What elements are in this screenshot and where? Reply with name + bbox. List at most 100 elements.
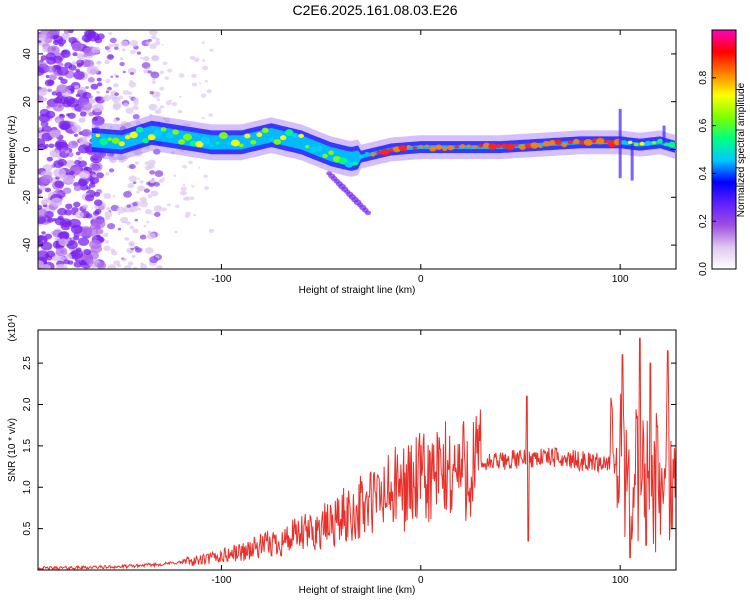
snr-y-tick-label: 1.0: [22, 480, 33, 494]
colorbar-tick-label: 0.6: [698, 118, 709, 132]
spectrogram-blob: [142, 138, 149, 144]
spectrogram-blob: [181, 191, 187, 196]
spectrogram-blob: [41, 231, 46, 235]
snr-x-ticks: -100 0 100: [211, 330, 629, 586]
spectrogram-blob: [106, 54, 115, 60]
spectrogram-blob: [132, 100, 139, 106]
spectrogram-blob: [134, 161, 140, 165]
spectrogram-blob: [106, 207, 111, 211]
spectrogram-blob: [129, 131, 138, 139]
spectrogram-blob: [133, 266, 138, 269]
spectrogram-blob: [160, 127, 167, 132]
spectrogram-blob: [114, 46, 119, 50]
spectrogram-blob: [202, 59, 206, 62]
spectrogram-blob: [149, 30, 158, 36]
spectrogram-blob: [189, 55, 195, 60]
spectrogram-blob: [129, 209, 135, 213]
spectrogram-marks: [38, 30, 676, 269]
spectrogram-blob: [180, 186, 187, 192]
spectrogram-x-tick-label: -100: [211, 274, 231, 285]
spectrogram-blob: [167, 68, 173, 73]
spectrogram-blob: [250, 139, 257, 145]
spectrogram-blob: [147, 38, 152, 42]
spectrogram-blob: [152, 80, 156, 84]
snr-series-line: [38, 337, 676, 570]
chart-title: C2E6.2025.161.08.03.E26: [292, 2, 458, 18]
spectrogram-blob: [454, 145, 459, 149]
spectrogram-blob: [55, 91, 63, 97]
snr-y-multiplier: (x10⁴): [7, 314, 18, 341]
spectrogram-blob: [87, 31, 94, 37]
spectrogram-blob: [133, 97, 139, 102]
spectrogram-blob: [178, 95, 182, 98]
spectrogram-blob: [149, 91, 154, 95]
spectrogram-blob: [125, 122, 132, 127]
spectrogram-blob: [53, 35, 64, 44]
spectrogram-blob: [118, 141, 125, 147]
spectrogram-blob: [68, 36, 78, 44]
spectrogram-blob: [147, 70, 152, 74]
snr-frame: [37, 329, 677, 571]
spectrogram-blob: [73, 185, 82, 192]
spectrogram-blob: [193, 213, 197, 217]
spectrogram-blob: [549, 139, 556, 145]
spectrogram-ridge-band: [91, 120, 676, 171]
snr-background: [38, 330, 676, 570]
spectrogram-blob: [115, 75, 119, 78]
spectrogram-blob: [114, 43, 120, 47]
spectrogram-blob: [209, 48, 214, 52]
spectrogram-blob: [58, 120, 71, 130]
spectrogram-blob: [168, 99, 172, 102]
spectrogram-blob: [43, 238, 48, 242]
spectrogram-blob: [285, 129, 294, 136]
spectrogram-blob: [165, 132, 174, 139]
spectrogram-x-label: Height of straight line (km): [299, 285, 416, 296]
spectrogram-blob: [62, 187, 72, 194]
spectrogram-blob: [352, 161, 358, 166]
spectrogram-blob: [152, 78, 156, 81]
spectrogram-blob: [193, 57, 200, 63]
spectrogram-blob: [38, 33, 47, 41]
spectrogram-blob: [64, 209, 73, 216]
spectrogram-blob: [178, 73, 185, 78]
snr-x-tick-label: -100: [211, 575, 231, 586]
spectrogram-blob: [84, 194, 95, 202]
colorbar: 0.0 0.2 0.4 0.6 0.8 Normalized spectral ampl…: [698, 29, 747, 276]
spectrogram-blob: [199, 82, 202, 85]
spectrogram-blob: [132, 181, 137, 184]
spectrogram-blob: [150, 190, 159, 197]
spectrogram-blob: [113, 119, 118, 123]
spectrogram-blob: [256, 132, 263, 138]
spectrogram-blob: [142, 56, 150, 62]
spectrogram-blob: [87, 175, 95, 182]
spectrogram-blob: [59, 249, 65, 254]
spectrogram-blob: [208, 228, 215, 233]
spectrogram-blob: [113, 260, 121, 266]
spectrogram-blob: [633, 142, 639, 147]
spectrogram-blob: [71, 42, 84, 52]
spectrogram-blob: [143, 69, 150, 74]
spectrogram-blob: [96, 90, 101, 94]
spectrogram-blob: [41, 132, 53, 142]
spectrogram-blob: [130, 247, 135, 251]
spectrogram-blob: [96, 60, 102, 65]
spectrogram-blob: [183, 133, 192, 141]
spectrogram-blob: [108, 156, 117, 163]
spectrogram-blob: [84, 37, 91, 43]
spectrogram-blob: [147, 230, 152, 234]
spectrogram-blob: [108, 31, 113, 35]
spectrogram-blob: [488, 143, 497, 150]
snr-panel: -100 0 100 0.5 1.0 1.5 2.0 2.5 Height of strai…: [7, 314, 677, 596]
spectrogram-blob: [202, 65, 209, 71]
spectrogram-blob: [48, 74, 57, 81]
spectrogram-blob: [238, 143, 244, 148]
spectrogram-blob: [137, 207, 142, 211]
spectrogram-blob: [122, 89, 130, 95]
spectrogram-blob: [152, 148, 161, 155]
spectrogram-blob: [129, 164, 136, 170]
spectrogram-blob: [322, 153, 328, 159]
spectrogram-blob: [418, 144, 424, 149]
spectrogram-blob: [123, 190, 132, 198]
spectrogram-blob: [77, 237, 90, 246]
spectrogram-blob: [128, 81, 137, 88]
